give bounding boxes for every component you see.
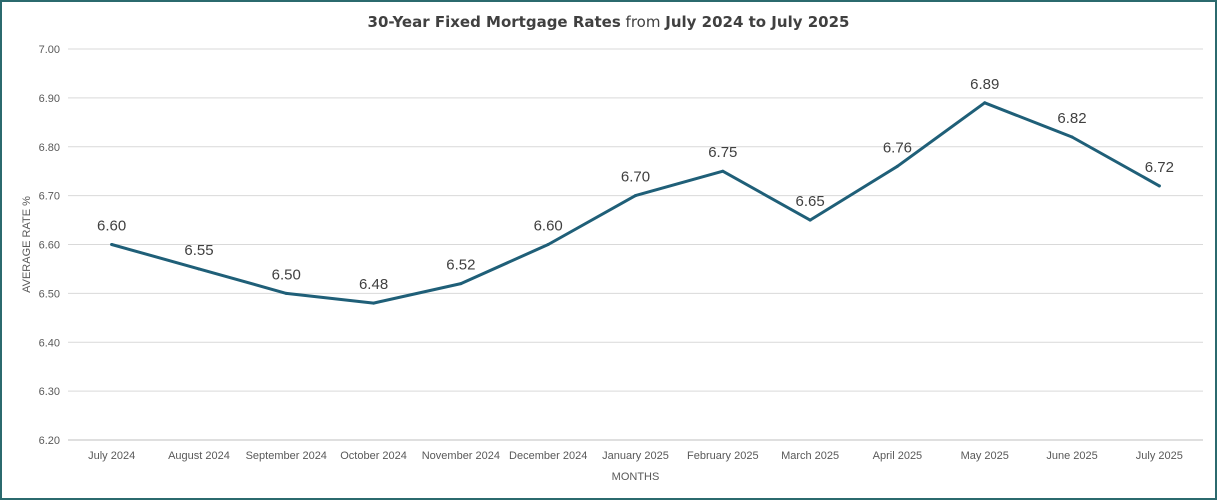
data-point [284,291,288,295]
data-point [546,243,550,246]
y-tick-label: 6.40 [39,337,60,349]
chart-title-part: July 2024 to July 2025 [665,13,850,31]
data-label: 6.60 [97,218,126,235]
data-label: 6.52 [446,257,475,274]
y-tick-label: 6.50 [39,288,60,300]
y-axis-label: AVERAGE RATE % [21,196,33,293]
data-point [1157,184,1161,188]
chart-title: 30-Year Fixed Mortgage Rates from July 2… [2,13,1215,31]
data-point [634,194,637,198]
data-point [1070,135,1074,139]
y-tick-label: 7.00 [39,44,60,56]
data-point [808,218,812,222]
x-tick-label: August 2024 [168,450,230,462]
x-tick-label: November 2024 [422,450,500,462]
x-tick-label: January 2025 [602,450,669,462]
data-label: 6.65 [796,193,825,210]
x-tick-label: July 2024 [88,450,135,462]
y-tick-label: 6.70 [39,191,60,203]
x-tick-label: October 2024 [340,450,407,462]
x-tick-label: February 2025 [687,450,759,462]
data-label: 6.89 [970,76,999,93]
data-point [197,267,201,271]
x-tick-label: April 2025 [873,450,923,462]
x-tick-label: May 2025 [961,450,1009,462]
data-label: 6.48 [359,276,388,293]
data-label: 6.82 [1057,110,1086,127]
data-point [372,301,376,305]
x-tick-label: March 2025 [781,450,839,462]
chart-title-part: from [620,13,666,31]
x-tick-label: December 2024 [509,450,587,462]
data-point [110,243,114,246]
x-tick-label: July 2025 [1136,450,1183,462]
data-label: 6.55 [184,242,213,259]
chart-title-part: 30-Year Fixed Mortgage Rates [367,13,621,31]
data-label: 6.72 [1145,159,1174,176]
x-tick-label: September 2024 [246,450,327,462]
series-line [110,101,1161,305]
y-tick-label: 6.80 [39,142,60,154]
x-tick-label: June 2025 [1046,450,1097,462]
data-point [983,101,987,105]
data-label: 6.60 [534,218,563,235]
data-point [721,169,725,173]
data-label: 6.70 [621,169,650,186]
data-label: 6.76 [883,139,912,156]
data-label: 6.50 [272,266,301,283]
x-axis-label: MONTHS [612,471,660,483]
data-point [895,164,899,168]
y-tick-label: 6.60 [39,240,60,252]
y-tick-label: 6.20 [39,435,60,447]
y-tick-label: 6.30 [39,386,60,398]
data-label: 6.75 [708,144,737,161]
data-point [459,282,463,286]
y-tick-label: 6.90 [39,93,60,105]
